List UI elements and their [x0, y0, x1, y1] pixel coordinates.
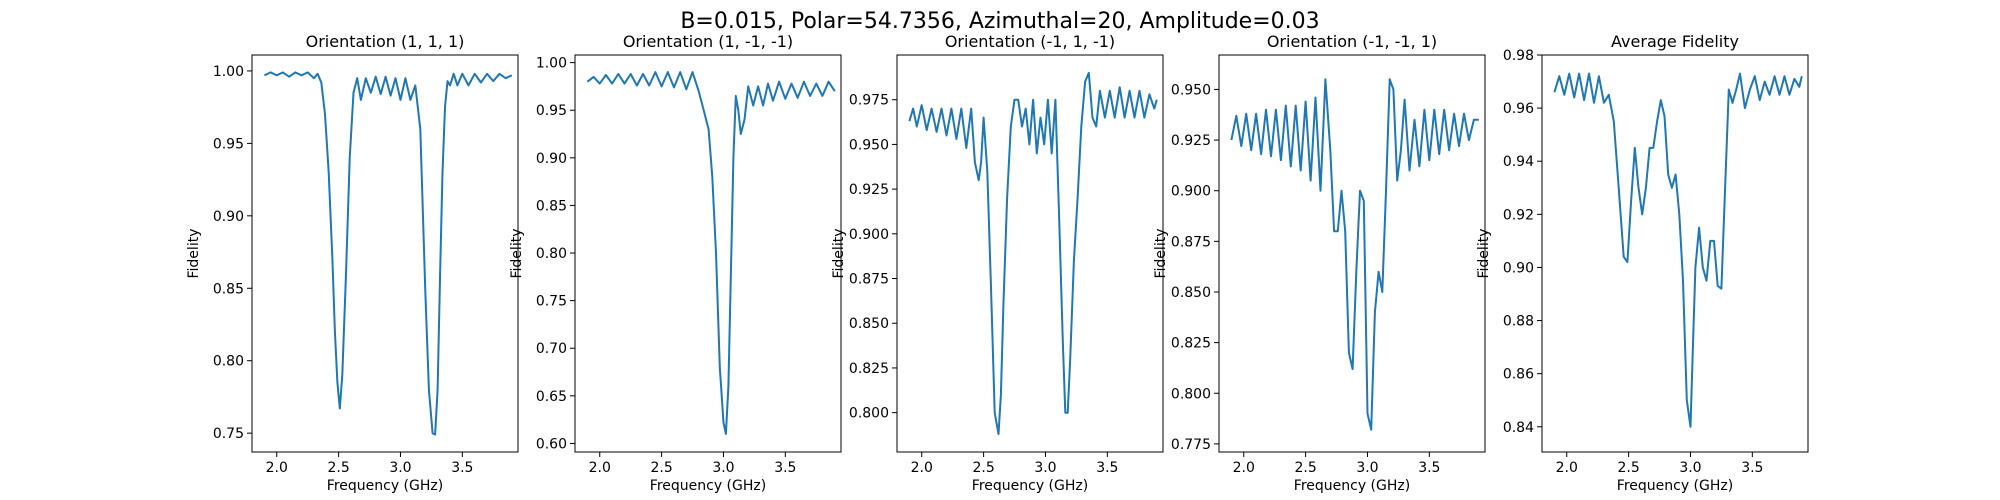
axes-frame	[1218, 54, 1486, 453]
y-tick-label: 0.98	[1503, 48, 1534, 64]
y-tick-label: 0.80	[536, 246, 567, 262]
x-tick-label: 3.5	[774, 460, 796, 476]
panel-5: Average Fidelity Frequency (GHz) Fidelity 2…	[1476, 32, 1809, 494]
y-axis-label: Fidelity	[1476, 229, 1492, 279]
series-line	[908, 71, 1158, 436]
x-tick-label: 3.5	[1096, 460, 1118, 476]
x-tick-label: 2.0	[1556, 460, 1578, 476]
y-axis-label: Fidelity	[186, 229, 202, 279]
x-axis-label: Frequency (GHz)	[1617, 478, 1733, 494]
y-tick-label: 0.875	[849, 272, 889, 288]
y-tick-label: 0.80	[213, 354, 244, 370]
axes-frame	[574, 54, 842, 453]
y-tick-label: 0.825	[849, 361, 889, 377]
x-axis-label: Frequency (GHz)	[972, 478, 1088, 494]
y-tick-label: 0.92	[1503, 207, 1534, 223]
series-line	[586, 71, 836, 435]
y-tick-label: 0.825	[1171, 336, 1211, 352]
y-axis-label: Fidelity	[509, 229, 525, 279]
x-tick-label: 2.0	[589, 460, 611, 476]
panel-title: Orientation (1, -1, -1)	[623, 32, 793, 51]
y-tick-label: 0.75	[536, 294, 567, 310]
x-tick-label: 2.5	[972, 460, 994, 476]
y-tick-label: 0.850	[849, 316, 889, 332]
y-tick-label: 0.925	[849, 182, 889, 198]
x-tick-label: 3.0	[1356, 460, 1378, 476]
x-tick-label: 3.5	[1741, 460, 1763, 476]
x-axis-label: Frequency (GHz)	[650, 478, 766, 494]
x-tick-label: 3.0	[389, 460, 411, 476]
panel-1: Orientation (1, 1, 1) Frequency (GHz) Fide…	[186, 32, 519, 494]
x-tick-label: 2.5	[1617, 460, 1639, 476]
y-tick-label: 0.850	[1171, 285, 1211, 301]
y-tick-label: 0.96	[1503, 101, 1534, 117]
y-tick-label: 0.800	[849, 406, 889, 422]
y-tick-label: 0.900	[1171, 184, 1211, 200]
x-tick-label: 3.5	[1418, 460, 1440, 476]
y-tick-label: 0.85	[536, 198, 567, 214]
y-tick-label: 0.94	[1503, 154, 1534, 170]
panel-title: Orientation (-1, 1, -1)	[945, 32, 1115, 51]
x-axis-label: Frequency (GHz)	[1294, 478, 1410, 494]
series-line	[1230, 78, 1479, 431]
y-tick-label: 0.90	[536, 151, 567, 167]
panel-2: Orientation (1, -1, -1) Frequency (GHz) Fi…	[509, 32, 842, 494]
x-tick-label: 3.0	[1679, 460, 1701, 476]
y-tick-label: 0.875	[1171, 234, 1211, 250]
y-tick-label: 0.90	[1503, 260, 1534, 276]
axes-frame	[1541, 54, 1809, 453]
x-tick-label: 2.0	[1233, 460, 1255, 476]
y-tick-label: 0.900	[849, 227, 889, 243]
y-tick-label: 0.950	[849, 137, 889, 153]
x-tick-label: 3.5	[451, 460, 473, 476]
y-tick-label: 0.75	[213, 426, 244, 442]
y-tick-label: 0.85	[213, 281, 244, 297]
x-tick-label: 2.5	[327, 460, 349, 476]
y-tick-label: 0.775	[1171, 437, 1211, 453]
x-tick-label: 3.0	[712, 460, 734, 476]
y-tick-label: 1.00	[213, 64, 244, 80]
x-tick-label: 2.5	[650, 460, 672, 476]
series-line	[263, 71, 513, 436]
panel-3: Orientation (-1, 1, -1) Frequency (GHz) Fi…	[831, 32, 1164, 494]
figure-suptitle: B=0.015, Polar=54.7356, Azimuthal=20, Am…	[680, 9, 1319, 34]
y-axis-label: Fidelity	[831, 229, 847, 279]
y-tick-label: 1.00	[536, 56, 567, 72]
y-tick-label: 0.70	[536, 341, 567, 357]
y-tick-label: 0.975	[849, 93, 889, 109]
series-line	[1553, 72, 1803, 428]
y-tick-label: 0.88	[1503, 314, 1534, 330]
y-tick-label: 0.95	[536, 103, 567, 119]
axes-frame	[896, 54, 1164, 453]
x-tick-label: 2.5	[1294, 460, 1316, 476]
x-tick-label: 2.0	[911, 460, 933, 476]
y-tick-label: 0.925	[1171, 133, 1211, 149]
y-tick-label: 0.65	[536, 389, 567, 405]
y-tick-label: 0.60	[536, 436, 567, 452]
panel-title: Orientation (1, 1, 1)	[306, 32, 465, 51]
y-tick-label: 0.95	[213, 136, 244, 152]
axes-frame	[251, 54, 519, 453]
y-tick-label: 0.800	[1171, 386, 1211, 402]
y-tick-label: 0.84	[1503, 420, 1534, 436]
y-tick-label: 0.950	[1171, 82, 1211, 98]
y-tick-label: 0.86	[1503, 367, 1534, 383]
panel-4: Orientation (-1, -1, 1) Frequency (GHz) Fi…	[1153, 32, 1486, 494]
panel-title: Average Fidelity	[1611, 32, 1739, 51]
x-tick-label: 3.0	[1034, 460, 1056, 476]
y-tick-label: 0.90	[213, 209, 244, 225]
x-axis-label: Frequency (GHz)	[327, 478, 443, 494]
x-tick-label: 2.0	[266, 460, 288, 476]
y-axis-label: Fidelity	[1153, 229, 1169, 279]
panel-title: Orientation (-1, -1, 1)	[1267, 32, 1437, 51]
